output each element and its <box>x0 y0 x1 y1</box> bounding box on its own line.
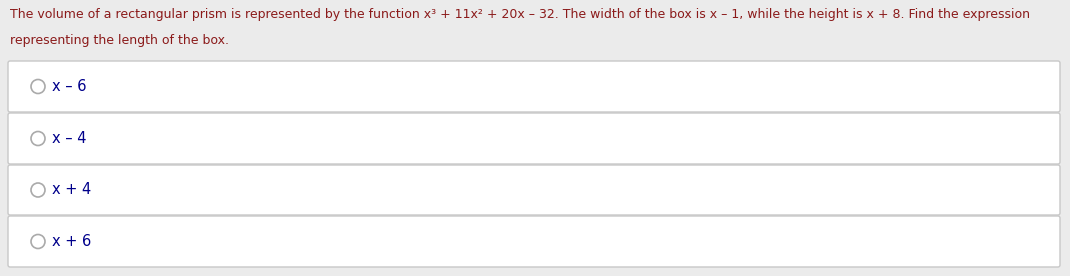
Text: The volume of a rectangular prism is represented by the function x³ + 11x² + 20x: The volume of a rectangular prism is rep… <box>10 8 1030 21</box>
Text: x – 4: x – 4 <box>52 131 87 146</box>
Text: x – 6: x – 6 <box>52 79 87 94</box>
FancyBboxPatch shape <box>7 216 1060 267</box>
Text: x + 4: x + 4 <box>52 182 91 198</box>
FancyBboxPatch shape <box>7 113 1060 164</box>
FancyBboxPatch shape <box>7 165 1060 215</box>
FancyBboxPatch shape <box>7 61 1060 112</box>
Text: x + 6: x + 6 <box>52 234 91 249</box>
Text: representing the length of the box.: representing the length of the box. <box>10 34 229 47</box>
